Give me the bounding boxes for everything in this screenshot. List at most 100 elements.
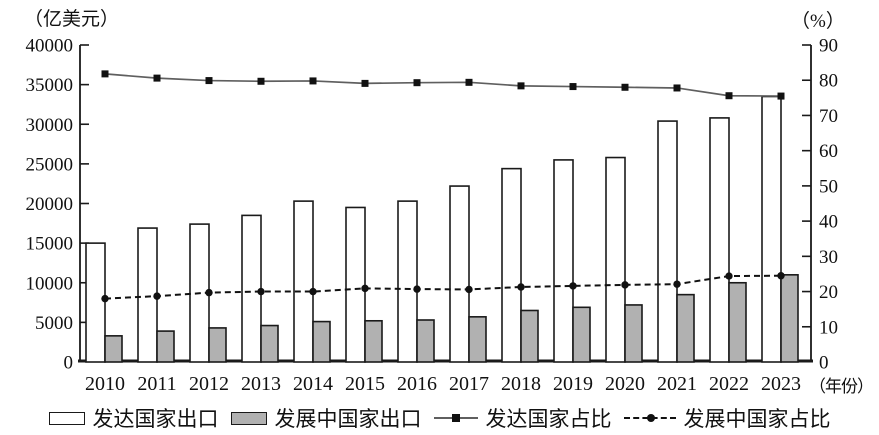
bar-developed-2014: [293, 200, 314, 363]
bar-developing-2020: [624, 304, 643, 363]
bar-developing-2013: [260, 324, 279, 363]
bar-developing-2016: [416, 319, 435, 363]
bar-developed-2022: [709, 117, 730, 363]
bar-developing-2022: [728, 281, 747, 363]
developed-share-line: [101, 70, 785, 100]
developing-export-bars: [104, 274, 799, 363]
bar-developed-2013: [241, 214, 262, 363]
x-label-2023: 2023: [761, 373, 801, 395]
x-label-2012: 2012: [189, 373, 229, 395]
svg-text:5000: 5000: [35, 313, 73, 334]
x-label-2020: 2020: [605, 373, 645, 395]
svg-text:10000: 10000: [26, 273, 74, 294]
white-bar-swatch-icon: [48, 411, 85, 425]
gray-bar-swatch-icon: [230, 411, 267, 425]
x-label-2018: 2018: [501, 373, 541, 395]
marker-developed-share-2017: [465, 78, 473, 86]
bar-developing-2021: [676, 293, 695, 363]
svg-text:80: 80: [819, 71, 838, 92]
marker-developing-share-2010: [101, 294, 109, 303]
marker-developing-share-2020: [621, 281, 629, 289]
marker-developed-share-2020: [621, 83, 629, 91]
right-axis-ticks: 0 10 20 30 40 50 60 70 80 90: [802, 36, 838, 374]
marker-developing-share-2017: [465, 285, 473, 294]
svg-text:10: 10: [819, 317, 838, 338]
legend-label-developed-share: 发达国家占比: [485, 407, 612, 431]
x-label-2013: 2013: [241, 373, 281, 395]
marker-developing-share-2015: [361, 284, 369, 293]
marker-developed-share-2011: [153, 74, 161, 82]
marker-developing-share-2014: [309, 287, 317, 296]
marker-developing-share-2022: [725, 272, 733, 280]
marker-developing-share-2023: [777, 272, 785, 280]
chart-canvas: 0 5000 10000 15000 20000 25000 30000 35000 40000…: [26, 36, 839, 396]
marker-developed-share-2014: [309, 77, 317, 85]
marker-developing-share-2019: [569, 282, 577, 290]
bar-developing-2015: [364, 319, 383, 363]
legend-item-developing-share: 发展中国家占比: [623, 403, 831, 433]
marker-developed-share-2022: [725, 92, 733, 100]
marker-developed-share-2010: [101, 70, 109, 78]
solid-line-swatch-icon: [433, 414, 478, 422]
marker-developed-share-2018: [517, 82, 525, 90]
bar-developed-2010: [85, 242, 106, 363]
bar-developing-2011: [156, 330, 175, 363]
svg-text:35000: 35000: [26, 75, 74, 96]
left-axis-title: （亿美元）: [24, 9, 120, 30]
x-label-2015: 2015: [345, 373, 385, 395]
marker-developing-share-2011: [153, 292, 161, 300]
marker-developed-share-2015: [361, 79, 369, 87]
svg-text:0: 0: [819, 353, 829, 374]
svg-text:20: 20: [819, 282, 838, 303]
svg-text:20000: 20000: [26, 194, 74, 215]
legend-item-developed-share: 发达国家占比: [433, 403, 612, 433]
x-label-2021: 2021: [657, 373, 697, 395]
marker-developing-share-2012: [205, 288, 213, 297]
marker-developing-share-2021: [673, 280, 681, 288]
bar-developing-2010: [104, 335, 123, 363]
x-label-2022: 2022: [709, 373, 749, 395]
bar-developed-2017: [449, 185, 470, 363]
x-axis-title: （年份）: [809, 377, 874, 396]
marker-developing-share-2013: [257, 287, 265, 296]
svg-text:30: 30: [819, 247, 838, 268]
bar-developing-2018: [520, 309, 539, 363]
svg-text:40000: 40000: [26, 36, 74, 57]
marker-developing-share-2018: [517, 283, 525, 291]
svg-text:50: 50: [819, 176, 838, 197]
bar-developing-2019: [572, 306, 591, 363]
bar-developing-2017: [468, 316, 487, 363]
svg-text:15000: 15000: [26, 234, 74, 255]
bar-developed-2015: [345, 206, 366, 363]
legend-item-developed-export: 发达国家出口: [48, 403, 219, 433]
x-label-2016: 2016: [397, 373, 437, 395]
legend-item-developing-export: 发展中国家出口: [230, 403, 422, 433]
marker-developed-share-2012: [205, 77, 213, 85]
legend-label-developed-export: 发达国家出口: [92, 407, 219, 431]
marker-developing-share-2016: [413, 285, 421, 293]
svg-text:25000: 25000: [26, 154, 74, 175]
bar-developed-2021: [657, 120, 678, 363]
dashed-line-swatch-icon: [623, 414, 676, 422]
svg-text:70: 70: [819, 106, 838, 127]
marker-developed-share-2016: [413, 79, 421, 87]
x-label-2011: 2011: [137, 373, 176, 395]
marker-developed-share-2021: [673, 84, 681, 92]
svg-text:40: 40: [819, 212, 838, 233]
marker-developed-share-2013: [257, 77, 265, 85]
bar-developed-2023: [761, 95, 782, 363]
developing-share-line: [101, 272, 785, 303]
marker-developed-share-2023: [777, 92, 785, 100]
svg-text:60: 60: [819, 141, 838, 162]
bar-developed-2018: [501, 167, 522, 363]
svg-text:30000: 30000: [26, 115, 74, 136]
bar-developed-2019: [553, 159, 574, 363]
svg-text:90: 90: [819, 36, 838, 57]
x-axis-labels: 2010 2011 2012 2013 2014 2015 2016 2017 2018 2019…: [85, 373, 801, 395]
legend-label-developing-share: 发展中国家占比: [683, 407, 831, 431]
bar-developing-2023: [780, 274, 799, 363]
bar-developed-2020: [605, 156, 626, 363]
svg-text:0: 0: [64, 353, 74, 374]
x-label-2017: 2017: [449, 373, 489, 395]
